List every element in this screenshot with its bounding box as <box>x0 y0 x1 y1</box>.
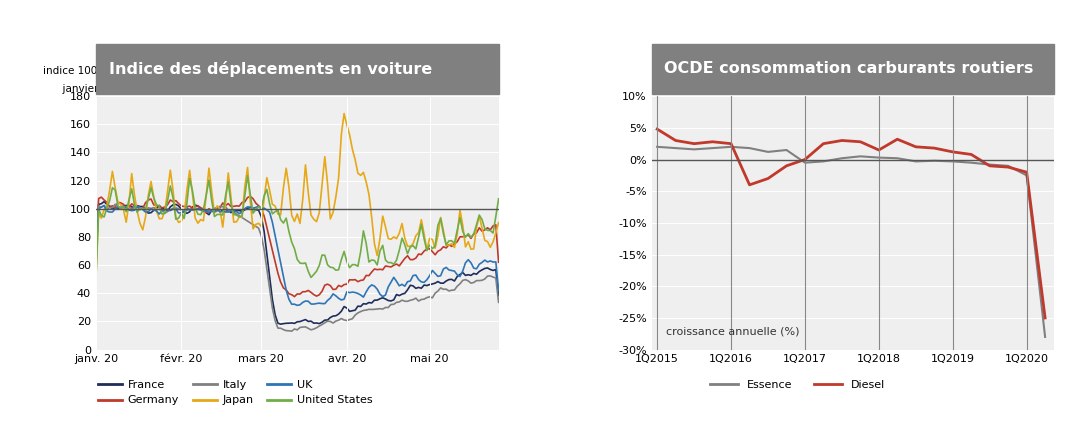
Text: Indice des déplacements en voiture: Indice des déplacements en voiture <box>109 61 432 77</box>
Legend: Essence, Diesel: Essence, Diesel <box>705 375 889 394</box>
Text: janvier: janvier <box>55 83 98 94</box>
Text: OCDE consommation carburants routiers: OCDE consommation carburants routiers <box>665 61 1034 76</box>
Text: indice 100 en: indice 100 en <box>44 66 114 76</box>
Text: croissance annuelle (%): croissance annuelle (%) <box>667 326 800 336</box>
Legend: France, Germany, Italy, Japan, UK, United States: France, Germany, Italy, Japan, UK, Unite… <box>94 375 377 410</box>
